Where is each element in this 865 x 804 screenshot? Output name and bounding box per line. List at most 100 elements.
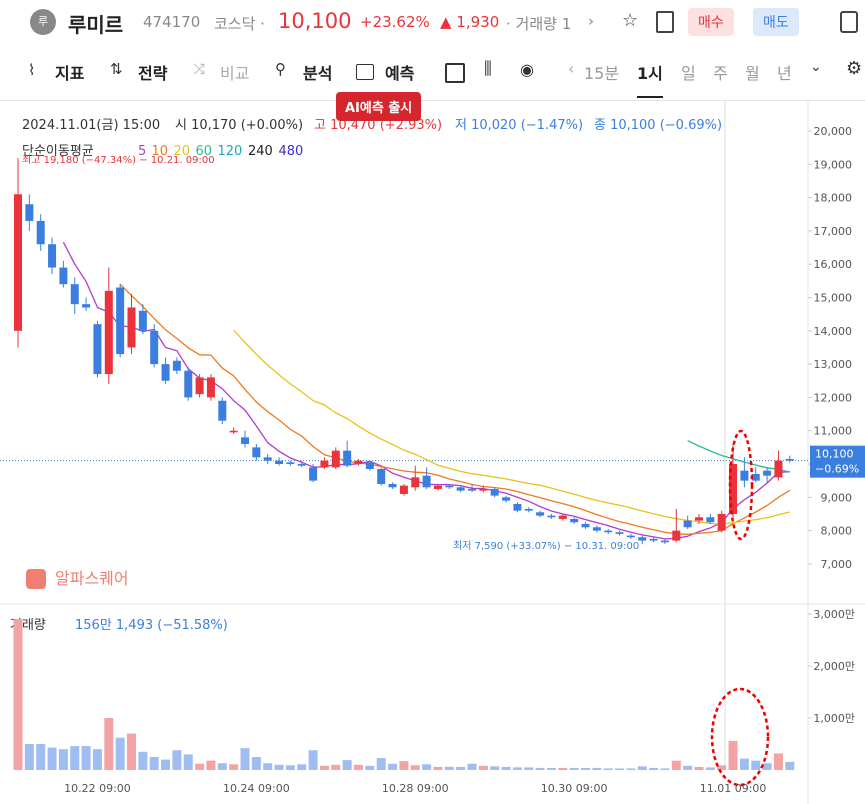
v-tick-label: 2,000만 bbox=[813, 660, 855, 673]
candle-icon[interactable]: ⫼ bbox=[484, 59, 492, 79]
candle-body bbox=[717, 513, 726, 531]
candle-body bbox=[275, 460, 284, 464]
candle-body bbox=[93, 324, 102, 375]
candle-body bbox=[365, 462, 374, 469]
candle-body bbox=[683, 520, 692, 528]
volume-bar bbox=[467, 763, 477, 770]
header: 루 루미르 474170 코스닥 · 10,100 +23.62% ▲ 1,93… bbox=[0, 0, 865, 44]
volume-bar bbox=[342, 760, 352, 770]
volume-bar bbox=[478, 765, 488, 770]
square-icon[interactable] bbox=[445, 63, 465, 83]
candle-body bbox=[320, 460, 329, 468]
volume-bar bbox=[705, 767, 715, 770]
toolbar: ⌇ 지표 ⇅ 전략 ⤨ 비교 ⚲ 분석 예측 AI예측 출시 ⫼ ◉ ‹ 15분… bbox=[0, 44, 865, 121]
period-button-active[interactable]: 1시 bbox=[637, 60, 663, 98]
volume-bar bbox=[683, 765, 693, 770]
volume-bar bbox=[592, 767, 602, 770]
volume-bar bbox=[694, 766, 704, 770]
y-tick-label: 17,000 bbox=[814, 225, 853, 238]
candle-body bbox=[785, 459, 794, 461]
tool-button[interactable]: 예측 bbox=[385, 64, 415, 83]
candle-body bbox=[763, 470, 772, 476]
volume-bar bbox=[376, 758, 386, 770]
info-date: 2024.11.01(금) 15:00 bbox=[22, 118, 160, 133]
candle-body bbox=[604, 530, 613, 533]
period-button[interactable]: 월 bbox=[745, 64, 760, 83]
candle-body bbox=[672, 530, 681, 541]
candle-body bbox=[490, 488, 499, 496]
x-tick-label: 10.22 09:00 bbox=[64, 782, 131, 795]
ai-icon bbox=[356, 64, 374, 80]
period-button[interactable]: 년 bbox=[777, 64, 792, 83]
panel-icon[interactable] bbox=[840, 11, 858, 33]
settings-icon[interactable]: ⚙ bbox=[846, 58, 863, 79]
buy-button[interactable]: 매수 bbox=[688, 8, 734, 36]
y-tick-label: 15,000 bbox=[814, 292, 853, 305]
candle-body bbox=[127, 307, 136, 348]
tool-button[interactable]: 분석 bbox=[303, 64, 333, 83]
star-icon[interactable]: ☆ bbox=[622, 10, 639, 31]
period-button[interactable]: 주 bbox=[713, 64, 728, 83]
camera-icon[interactable]: ◉ bbox=[520, 60, 534, 79]
moving-average bbox=[233, 329, 790, 526]
volume-bar bbox=[535, 767, 545, 770]
price-tag bbox=[810, 445, 865, 478]
tool-button[interactable]: 전략 bbox=[138, 64, 168, 83]
volume-bar bbox=[240, 748, 250, 770]
candle-body bbox=[172, 360, 181, 371]
volume-bar bbox=[444, 766, 454, 770]
volume-bar bbox=[422, 764, 432, 770]
v-tick-label: 1,000만 bbox=[813, 712, 855, 725]
candle-body bbox=[411, 477, 420, 488]
volume-info: 156만 1,493 (−51.58%) bbox=[75, 618, 228, 633]
candle-body bbox=[14, 194, 22, 331]
market: 코스닥 · bbox=[214, 15, 265, 33]
candle-body bbox=[70, 284, 79, 305]
candle-body bbox=[116, 287, 125, 355]
volume-bar bbox=[285, 765, 295, 770]
volume-bar bbox=[581, 767, 590, 770]
ma-title: 단순이동평균 bbox=[22, 144, 94, 159]
volume-bar bbox=[649, 767, 659, 770]
info-close: 종 10,100 (−0.69%) bbox=[594, 118, 722, 133]
candle-body bbox=[433, 485, 442, 489]
candle-body bbox=[263, 457, 272, 461]
sell-button[interactable]: 매도 bbox=[753, 8, 799, 36]
candle-body bbox=[422, 475, 431, 488]
volume-bar bbox=[433, 766, 443, 770]
memo-icon[interactable] bbox=[656, 11, 674, 33]
volume-bar bbox=[172, 750, 182, 770]
arrow[interactable]: ‹ bbox=[568, 59, 575, 78]
volume-bar bbox=[138, 751, 148, 770]
volume-bar bbox=[206, 760, 216, 770]
price: 10,100 bbox=[278, 9, 352, 33]
tool-button[interactable]: 비교 bbox=[220, 64, 250, 83]
period-button[interactable]: 일 bbox=[681, 64, 696, 83]
candle-body bbox=[25, 204, 34, 221]
candle-body bbox=[615, 532, 624, 534]
candle-body bbox=[729, 464, 738, 514]
candle-body bbox=[343, 450, 352, 466]
volume-bar bbox=[728, 740, 738, 770]
volume-bar bbox=[501, 766, 511, 770]
price-tag-label: 10,100 bbox=[815, 448, 854, 461]
moving-average bbox=[62, 241, 790, 540]
tool-button[interactable]: 지표 bbox=[55, 64, 85, 83]
arrow[interactable]: › bbox=[588, 12, 594, 30]
candle-body bbox=[138, 310, 147, 331]
volume-bar bbox=[319, 765, 329, 770]
ma-legend: 480 bbox=[279, 144, 304, 159]
candle-body bbox=[161, 364, 170, 381]
x-tick-label: 10.30 09:00 bbox=[541, 782, 608, 795]
period-button[interactable]: 15분 bbox=[584, 64, 620, 83]
icon: ⌇ bbox=[28, 61, 36, 79]
y-tick-label: 9,000 bbox=[821, 491, 853, 504]
volume: · 거래량 1 bbox=[506, 15, 572, 33]
candle-body bbox=[513, 503, 522, 511]
candle-body bbox=[524, 508, 533, 511]
dropdown[interactable]: ⌄ bbox=[810, 59, 822, 75]
y-tick-label: 16,000 bbox=[814, 258, 853, 271]
max-label: 최고 19,180 (−47.34%) − 10.21. 09:00 bbox=[22, 154, 215, 166]
ma-legend: 10 bbox=[152, 144, 169, 159]
